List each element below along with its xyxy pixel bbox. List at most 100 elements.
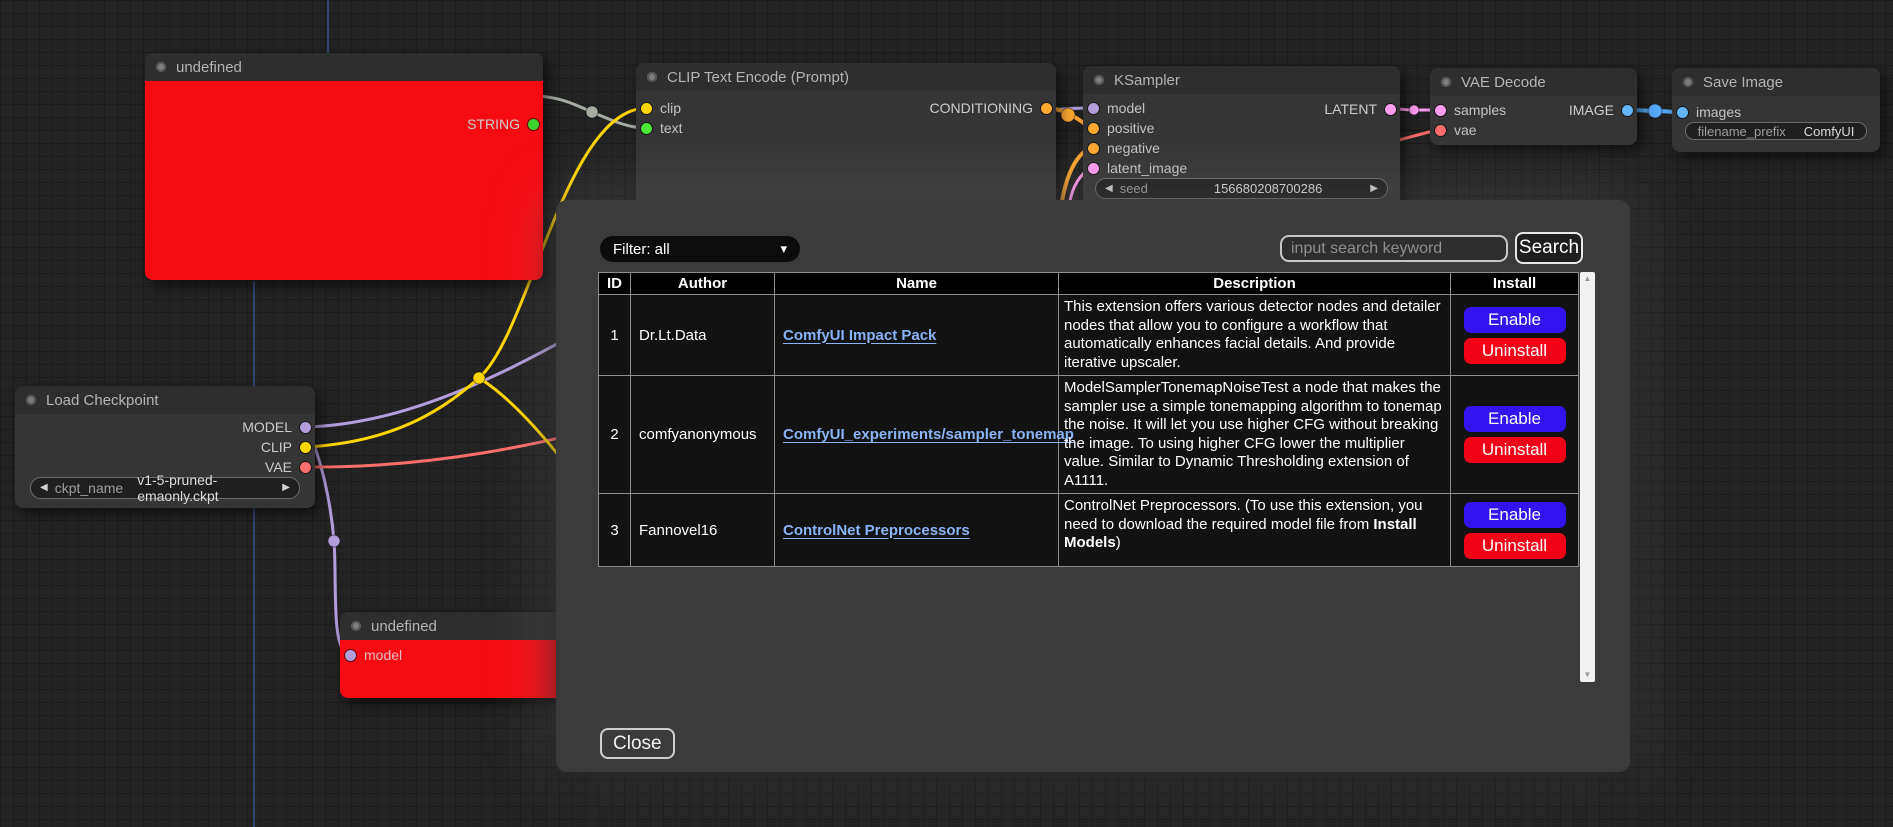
slot-label: CLIP [260, 439, 292, 455]
reroute-dot[interactable] [472, 371, 486, 385]
enable-button[interactable]: Enable [1463, 306, 1566, 333]
output-dot-image[interactable] [1622, 104, 1633, 116]
uninstall-button[interactable]: Uninstall [1463, 532, 1566, 559]
ext-name-link[interactable]: ControlNet Preprocessors [783, 521, 970, 539]
input-dot-model[interactable] [345, 649, 356, 661]
canvas-axis-line [327, 0, 329, 53]
ckpt-name-widget[interactable]: ◀ ckpt_name v1-5-pruned-emaonly.ckpt ▶ [30, 472, 300, 504]
increment-arrow-icon[interactable]: ▶ [1370, 182, 1378, 194]
search-button[interactable]: Search [1515, 232, 1583, 264]
input-dot-model[interactable] [1088, 102, 1099, 114]
collapse-dot-icon[interactable] [1094, 75, 1104, 85]
scroll-down-icon[interactable]: ▼ [1583, 670, 1592, 679]
input-slot-vae: vae [1435, 120, 1477, 140]
reroute-dot[interactable] [585, 105, 599, 119]
reroute-dot[interactable] [1060, 107, 1076, 123]
table-row: 2 comfyanonymous ComfyUI_experiments/sam… [598, 375, 1579, 494]
input-slot-negative: negative [1088, 138, 1160, 158]
input-dot-clip[interactable] [641, 102, 652, 114]
col-header-name: Name [774, 272, 1059, 295]
slot-label: LATENT [1324, 101, 1377, 117]
node-title-bar[interactable]: Load Checkpoint [15, 386, 315, 414]
node-title-bar[interactable]: KSampler [1083, 66, 1400, 94]
widget-label: filename_prefix [1697, 123, 1786, 139]
output-dot-vae[interactable] [300, 461, 311, 473]
input-dot-positive[interactable] [1088, 122, 1099, 134]
slot-label: negative [1107, 140, 1160, 156]
ext-name-link[interactable]: ComfyUI_experiments/sampler_tonemap [783, 426, 1074, 443]
input-dot-vae[interactable] [1435, 124, 1446, 136]
node-body: MODEL CLIP VAE ◀ ckpt_name v1-5-pruned-e… [15, 414, 315, 508]
node-title-bar[interactable]: undefined [340, 612, 568, 640]
widget-value: v1-5-pruned-emaonly.ckpt [137, 472, 219, 504]
widget-value: ComfyUI [1803, 123, 1855, 139]
collapse-dot-icon[interactable] [156, 62, 166, 72]
node-ksampler[interactable]: KSampler model positive negative latent_… [1083, 66, 1400, 206]
collapse-dot-icon[interactable] [647, 72, 657, 82]
node-body: model positive negative latent_image LAT… [1083, 94, 1400, 206]
widget-label: seed [1119, 181, 1148, 196]
node-body: samples vae IMAGE [1430, 96, 1637, 145]
input-dot-latent-image[interactable] [1088, 162, 1099, 174]
reroute-dot[interactable] [1647, 103, 1663, 119]
node-title-bar[interactable]: Save Image [1672, 68, 1880, 96]
col-header-install: Install [1450, 272, 1579, 295]
node-title-bar[interactable]: VAE Decode [1430, 68, 1637, 96]
slot-label: images [1696, 104, 1742, 120]
decrement-arrow-icon[interactable]: ◀ [1105, 182, 1113, 194]
node-load-checkpoint[interactable]: Load Checkpoint MODEL CLIP VAE ◀ ckpt_na… [15, 386, 315, 508]
collapse-dot-icon[interactable] [1441, 77, 1451, 87]
node-save-image[interactable]: Save Image images filename_prefix ComfyU… [1672, 68, 1880, 152]
node-vae-decode[interactable]: VAE Decode samples vae IMAGE [1430, 68, 1637, 145]
ext-author: Dr.Lt.Data [630, 294, 775, 376]
decrement-arrow-icon[interactable]: ◀ [40, 482, 48, 493]
node-title-bar[interactable]: CLIP Text Encode (Prompt) [636, 63, 1056, 91]
ext-author: Fannovel16 [630, 493, 775, 567]
filter-select[interactable]: Filter: all ▾ [600, 236, 800, 262]
output-dot-latent[interactable] [1385, 103, 1396, 115]
node-title: Save Image [1703, 73, 1784, 91]
node-title: CLIP Text Encode (Prompt) [667, 68, 850, 86]
close-button[interactable]: Close [600, 728, 675, 759]
input-dot-samples[interactable] [1435, 104, 1446, 116]
node-body: model [340, 640, 568, 698]
input-dot-text[interactable] [641, 122, 652, 134]
enable-button[interactable]: Enable [1463, 501, 1566, 528]
input-slot-text: text [641, 118, 683, 138]
reroute-dot[interactable] [327, 534, 341, 548]
reroute-dot[interactable] [1408, 104, 1420, 116]
node-undefined-bottom[interactable]: undefined model [340, 612, 568, 698]
output-dot-string[interactable] [528, 118, 539, 130]
output-slot-string: STRING [467, 114, 539, 134]
output-dot-conditioning[interactable] [1041, 102, 1052, 114]
enable-button[interactable]: Enable [1463, 406, 1566, 432]
ext-name-link[interactable]: ComfyUI Impact Pack [783, 326, 937, 344]
scroll-up-icon[interactable]: ▲ [1583, 274, 1592, 283]
uninstall-button[interactable]: Uninstall [1463, 337, 1566, 364]
collapse-dot-icon[interactable] [1683, 77, 1693, 87]
node-title: VAE Decode [1461, 73, 1546, 91]
filename-prefix-widget[interactable]: filename_prefix ComfyUI [1685, 122, 1867, 140]
increment-arrow-icon[interactable]: ▶ [282, 482, 290, 493]
search-input[interactable] [1280, 235, 1508, 262]
slot-label: samples [1454, 102, 1507, 118]
ext-author: comfyanonymous [630, 375, 775, 494]
node-title: undefined [371, 617, 437, 635]
input-dot-images[interactable] [1677, 106, 1688, 118]
node-title-bar[interactable]: undefined [145, 53, 543, 81]
uninstall-button[interactable]: Uninstall [1463, 437, 1566, 463]
table-row: 3 Fannovel16 ControlNet Preprocessors Co… [598, 493, 1579, 567]
table-header-row: ID Author Name Description Install [598, 272, 1579, 295]
node-clip-text-encode[interactable]: CLIP Text Encode (Prompt) clip text COND… [636, 63, 1056, 213]
output-slot-image: IMAGE [1569, 100, 1633, 120]
output-dot-clip[interactable] [300, 441, 311, 453]
seed-widget[interactable]: ◀ seed 156680208700286 ▶ [1095, 178, 1388, 199]
table-scrollbar[interactable]: ▲ ▼ [1580, 272, 1595, 682]
output-dot-model[interactable] [300, 421, 311, 433]
node-undefined-top[interactable]: undefined STRING [145, 53, 543, 280]
collapse-dot-icon[interactable] [351, 621, 361, 631]
slot-label: IMAGE [1568, 102, 1614, 118]
collapse-dot-icon[interactable] [26, 395, 36, 405]
input-dot-negative[interactable] [1088, 142, 1099, 154]
